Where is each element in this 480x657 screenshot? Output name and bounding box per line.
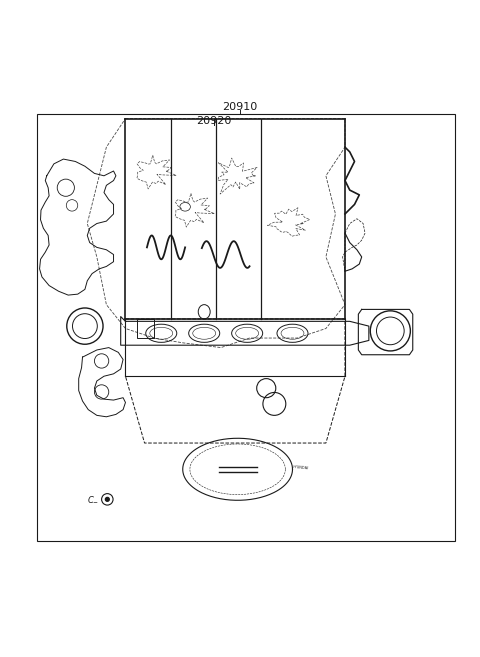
Bar xyxy=(137,319,154,338)
Text: HYUNDAI: HYUNDAI xyxy=(292,465,309,470)
Text: 20910: 20910 xyxy=(222,102,258,112)
Bar xyxy=(37,114,455,541)
Circle shape xyxy=(106,497,109,501)
Text: $C_{-}$: $C_{-}$ xyxy=(87,495,99,505)
Text: 20920: 20920 xyxy=(196,116,231,126)
